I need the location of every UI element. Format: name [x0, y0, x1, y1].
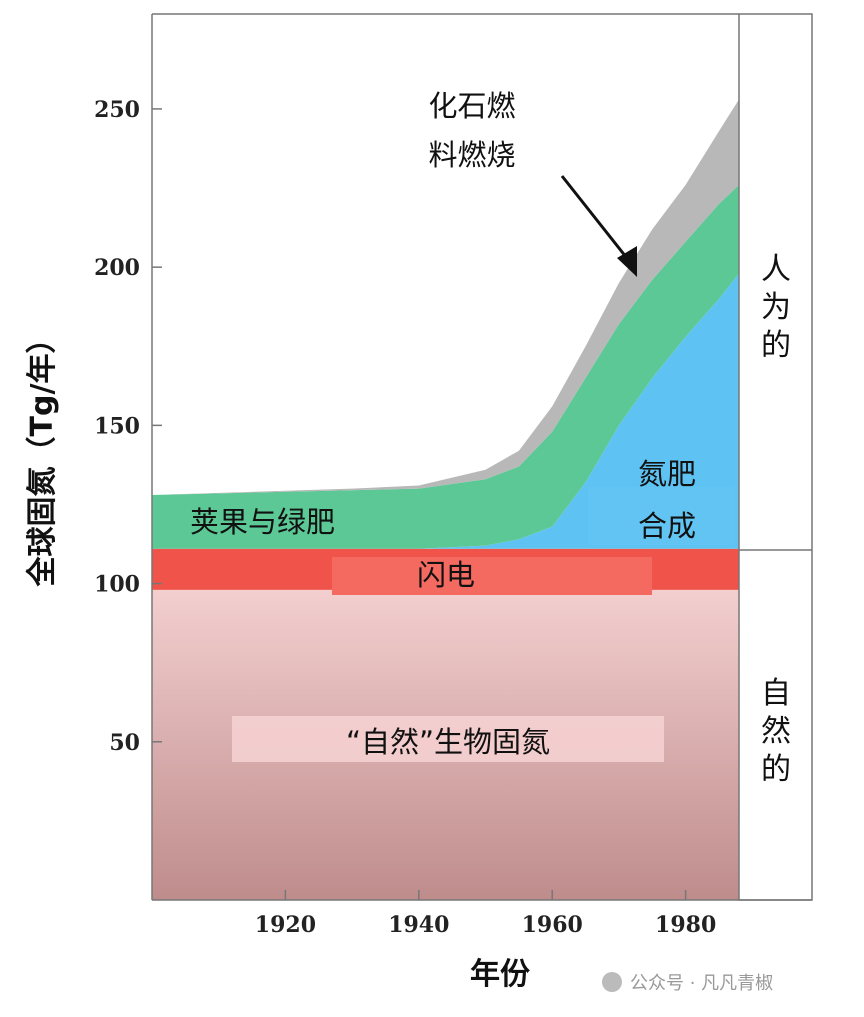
side-label-char: 的: [761, 752, 791, 787]
y-ticks: 50 100 150 200 250: [94, 97, 162, 756]
x-tick-label: 1980: [655, 912, 716, 938]
natural-label-bg: [232, 716, 664, 762]
side-label-char: 自: [761, 676, 791, 711]
side-label-char: 人: [761, 252, 791, 287]
x-ticks: 1920 1940 1960 1980: [255, 890, 716, 938]
y-tick-label: 250: [94, 97, 140, 123]
lightning-label-bg: [332, 557, 652, 595]
x-tick-label: 1920: [255, 912, 316, 938]
fossil-label-line1: 化石燃: [428, 89, 515, 123]
lightning-label: 闪电: [417, 558, 475, 592]
fertilizer-label-line1: 氮肥: [638, 457, 696, 491]
watermark-text: 公众号 · 凡凡青椒: [630, 973, 773, 994]
y-tick-label: 200: [94, 255, 140, 281]
fertilizer-label-bg: [588, 487, 734, 545]
legume-label: 荚果与绿肥: [190, 505, 335, 539]
side-panel: [738, 13, 813, 901]
watermark: 公众号 · 凡凡青椒: [602, 972, 773, 994]
side-label-natural: 自然的: [761, 676, 791, 787]
wechat-icon: [602, 972, 622, 992]
fossil-label-line2: 料燃烧: [428, 138, 515, 172]
area-series-3: [152, 273, 739, 549]
y-tick-label: 50: [109, 730, 140, 756]
natural-fixation-label: “自然”生物固氮: [346, 725, 550, 759]
fossil-arrow: [560, 175, 632, 263]
side-label-char: 为: [761, 290, 791, 325]
side-label-char: 然: [761, 714, 791, 749]
area-series-4: [152, 184, 739, 549]
area-series-5: [152, 99, 739, 496]
x-tick-label: 1940: [388, 912, 449, 938]
fertilizer-label-line2: 合成: [638, 509, 696, 543]
y-tick-label: 150: [94, 413, 140, 439]
x-axis-title: 年份: [470, 957, 530, 992]
x-tick-label: 1960: [522, 912, 583, 938]
side-label-char: 的: [761, 328, 791, 363]
y-axis-title: 全球固氮（Tg/年）: [25, 324, 60, 588]
y-tick-label: 100: [94, 572, 140, 598]
fossil-arrow-head: [617, 246, 637, 277]
side-label-anthropogenic: 人为的: [761, 252, 791, 363]
